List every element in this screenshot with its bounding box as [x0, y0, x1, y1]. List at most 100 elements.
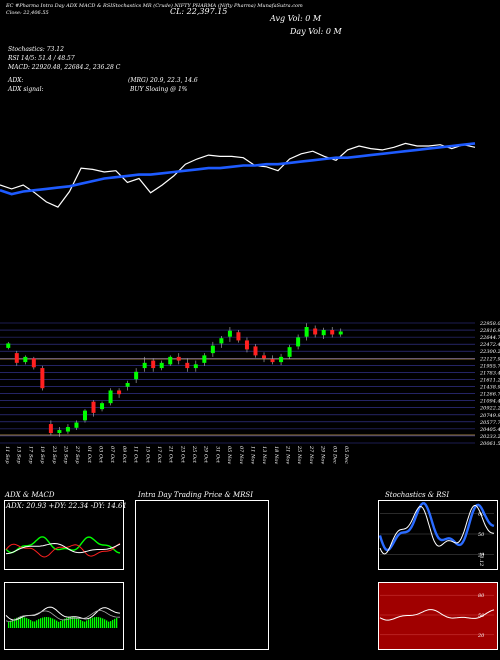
date-tick-label: 25 Oct — [191, 445, 197, 464]
candle-body — [23, 356, 28, 363]
macd-histogram-bar — [18, 617, 20, 628]
date-tick-label: 07 Oct — [109, 446, 115, 464]
candle-body — [296, 337, 301, 347]
macd-histogram-bar — [96, 617, 98, 628]
date-tick-label: 09 Oct — [121, 446, 127, 464]
date-tick-label: 05 Nov — [226, 446, 232, 464]
rsi-panel — [378, 582, 498, 650]
date-tick-label: 03 Oct — [98, 446, 104, 464]
price-tick-label: 21438.95 — [479, 385, 500, 391]
macd-histogram-bar — [88, 619, 90, 628]
macd-histogram-bar — [22, 617, 24, 628]
date-tick-label: 15 Oct — [144, 446, 150, 464]
intraday-title: Intra Day Trading Price & MRSI — [138, 491, 253, 499]
rsi-tick-label: 20 — [477, 633, 485, 639]
candle-body — [65, 427, 70, 432]
intraday-panel — [135, 500, 269, 650]
price-tick-label: 22472.45 — [479, 342, 500, 348]
ema-series-line — [0, 142, 476, 196]
price-series-line — [0, 142, 476, 208]
macd-histogram-bar — [104, 619, 106, 628]
rsi-line — [379, 609, 495, 621]
macd-histogram-bar — [54, 619, 56, 628]
candle-body — [142, 362, 147, 369]
macd-histogram-bar — [110, 621, 112, 628]
candle-body — [202, 355, 207, 363]
day-volume: Day Vol: 0 M — [290, 27, 342, 36]
candle-body — [219, 338, 224, 344]
price-tick-label: 20577.70 — [479, 420, 500, 426]
price-tick-label: 21611.20 — [479, 377, 500, 383]
date-tick-label: 23 Sep — [51, 445, 57, 464]
rsi-tick-label: 80 — [478, 593, 485, 599]
date-tick-label: 27 Sep — [74, 445, 80, 464]
date-tick-label: 27 Nov — [308, 445, 314, 464]
macd-histogram-bar — [44, 617, 46, 628]
macd-histogram-bar — [24, 617, 26, 628]
macd-histogram-bar — [74, 617, 76, 628]
candle-body — [244, 340, 249, 350]
macd-histogram-bar — [78, 618, 80, 628]
price-tick-label: 22300.20 — [479, 349, 500, 355]
buy-signal: BUY Sloaing @ 1% — [130, 86, 188, 93]
candle-body — [134, 371, 139, 380]
candle-body — [270, 359, 275, 363]
candle-body — [82, 410, 87, 421]
candle-body — [117, 390, 122, 395]
stoch-tick-label: 80 — [478, 512, 485, 518]
macd-histogram-bar — [42, 617, 44, 628]
macd-histogram-bar — [32, 621, 34, 628]
adx-signal-label: ADX signal: — [8, 86, 44, 93]
macd-histogram-bar — [116, 617, 118, 628]
candle-body — [40, 368, 45, 389]
date-tick-label: 17 Sep — [27, 446, 33, 464]
price-tick-label: 21266.70 — [479, 392, 500, 398]
stochastics-value: Stochastics: 73.12 — [8, 46, 64, 53]
date-tick-label: 23 Oct — [179, 445, 185, 464]
macd-value: MACD: 22920.48, 22684.2, 236.28 C — [8, 64, 121, 71]
macd-histogram-bar — [84, 621, 86, 628]
macd-histogram-bar — [26, 618, 28, 628]
price-tick-label: 21955.70 — [479, 363, 500, 369]
minus-di-line — [5, 543, 121, 558]
candle-body — [6, 343, 11, 348]
price-tick-label: 22127.95 — [479, 356, 500, 362]
macd-histogram-bar — [60, 620, 62, 628]
candle-body — [321, 329, 326, 336]
macd-line — [5, 606, 121, 621]
candle-body — [168, 356, 173, 365]
date-tick-label: 29 Oct — [203, 445, 209, 464]
header-title: EC #Pharma Intra Day ADX MACD & RSIStoch… — [6, 3, 303, 9]
candle-body — [287, 347, 292, 357]
candle-body — [313, 328, 318, 335]
macd-histogram-bar — [86, 620, 88, 628]
date-tick-label: 11 Oct — [133, 446, 139, 464]
date-tick-label: 05 Dec — [343, 446, 349, 464]
candle-body — [193, 364, 198, 369]
date-tick-label: 29 Nov — [320, 445, 326, 464]
price-tick-label: 22816.95 — [479, 328, 500, 334]
macd-panel — [4, 582, 124, 650]
adx-readout: ADX: 20.93 +DY: 22.34 -DY: 14.61 — [6, 502, 127, 510]
date-tick-label: 21 Nov — [285, 445, 291, 464]
candle-body — [108, 390, 113, 404]
stoch-rsi-title: Stochastics & RSI — [385, 491, 450, 499]
candle-body — [185, 362, 190, 369]
macd-histogram-bar — [80, 619, 82, 628]
stoch-value-label: 73.12 — [478, 552, 484, 566]
price-tick-label: 20749.95 — [479, 413, 500, 419]
macd-histogram-bar — [36, 620, 38, 628]
macd-histogram-bar — [58, 621, 60, 628]
macd-histogram-bar — [66, 617, 68, 628]
macd-histogram-bar — [72, 617, 74, 628]
price-tick-label: 20922.20 — [479, 406, 500, 412]
date-tick-label: 25 Sep — [62, 445, 68, 464]
macd-histogram-bar — [64, 618, 66, 628]
date-tick-label: 01 Oct — [86, 446, 92, 464]
macd-histogram-bar — [90, 618, 92, 628]
macd-histogram-bar — [30, 620, 32, 628]
macd-histogram-bar — [10, 620, 12, 628]
candle-body — [151, 360, 156, 369]
macd-histogram-bar — [16, 617, 18, 628]
stoch-tick-label: 20 — [477, 552, 485, 558]
